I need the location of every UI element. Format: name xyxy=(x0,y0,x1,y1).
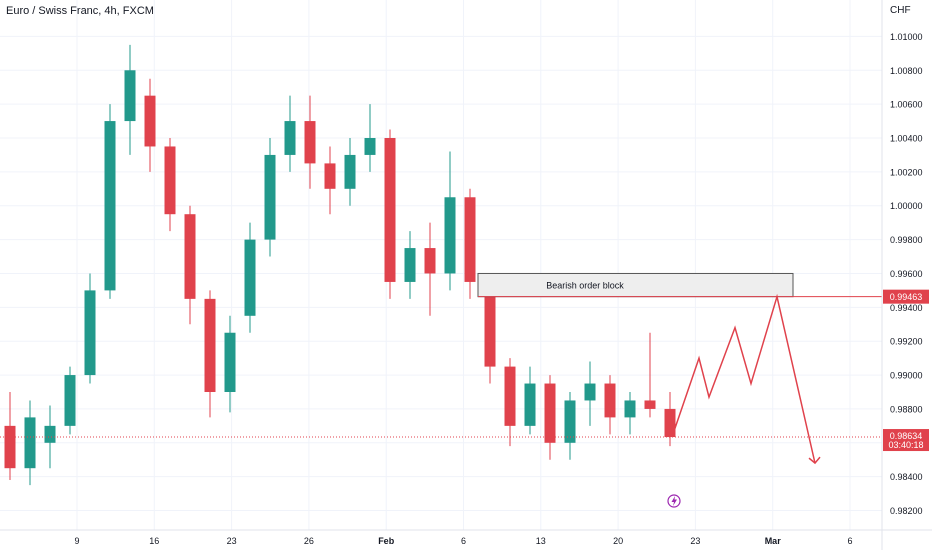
candle-body xyxy=(384,138,396,282)
order-block-box xyxy=(477,272,794,298)
y-tick-label: 0.99400 xyxy=(890,303,923,313)
y-tick-label: 1.00800 xyxy=(890,66,923,76)
x-tick-label: 9 xyxy=(74,536,79,546)
candle-body xyxy=(664,408,676,438)
candle-body xyxy=(564,400,576,443)
y-tick-label: 0.99600 xyxy=(890,269,923,279)
candle-body xyxy=(84,290,96,376)
x-tick-label: Mar xyxy=(765,536,782,546)
projection-arrowhead xyxy=(808,456,821,465)
candle-body xyxy=(264,154,276,240)
currency-label: CHF xyxy=(890,5,911,16)
y-tick-label: 1.01000 xyxy=(890,32,923,42)
x-tick-label: 23 xyxy=(690,536,700,546)
candle-body xyxy=(144,95,156,147)
candle-body xyxy=(404,248,416,282)
candle-body xyxy=(364,138,376,155)
candle-body xyxy=(344,154,356,189)
candle-body xyxy=(624,400,636,418)
x-tick-label: 20 xyxy=(613,536,623,546)
y-tick-label: 0.98800 xyxy=(890,404,923,414)
y-tick-label: 1.00400 xyxy=(890,134,923,144)
candle-body xyxy=(184,214,196,299)
candle-body xyxy=(204,298,216,392)
candle-body xyxy=(524,383,536,426)
x-tick-label: 16 xyxy=(149,536,159,546)
candle-body xyxy=(464,197,476,282)
x-tick-label: 26 xyxy=(304,536,314,546)
candle-body xyxy=(24,417,36,469)
lightning-icon-glyph xyxy=(671,496,677,506)
time-axis[interactable]: 9 16 23 26 Feb 6 13 20 23 Mar 6 xyxy=(74,536,852,546)
candle-body xyxy=(284,121,296,155)
order-block-level-text: 0.99463 xyxy=(890,292,923,302)
candle-body xyxy=(584,383,596,401)
candle-body xyxy=(164,146,176,215)
x-tick-label: 6 xyxy=(847,536,852,546)
order-block-label: Bearish order block xyxy=(546,281,624,291)
current-price-text: 0.98634 xyxy=(890,431,923,441)
x-tick-label: 13 xyxy=(536,536,546,546)
candle-body xyxy=(544,383,556,443)
annotations: Bearish order block xyxy=(0,272,882,508)
x-tick-label: 23 xyxy=(227,536,237,546)
y-tick-label: 1.00000 xyxy=(890,201,923,211)
projection-path xyxy=(671,293,816,464)
x-tick-label: Feb xyxy=(378,536,395,546)
x-tick-label: 6 xyxy=(461,536,466,546)
candle-body xyxy=(424,248,436,274)
y-tick-label: 1.00200 xyxy=(890,167,923,177)
y-tick-label: 0.99200 xyxy=(890,337,923,347)
y-tick-label: 0.99000 xyxy=(890,371,923,381)
y-tick-label: 0.99800 xyxy=(890,235,923,245)
candle-body xyxy=(504,366,516,426)
candle-body xyxy=(4,425,16,469)
candle-body xyxy=(64,375,76,426)
candle-body xyxy=(44,425,56,443)
order-block-level-tag xyxy=(883,289,929,304)
y-tick-label: 0.98400 xyxy=(890,472,923,482)
candle-body xyxy=(244,239,256,316)
candle-body xyxy=(224,332,236,392)
candle-body xyxy=(304,121,316,164)
candle-body xyxy=(124,70,136,122)
candle-body xyxy=(104,121,116,291)
candle-body xyxy=(324,163,336,189)
symbol-title[interactable]: Euro / Swiss Franc, 4h, FXCM xyxy=(6,5,154,17)
candles xyxy=(4,44,676,486)
candle-body xyxy=(644,400,656,409)
candle-body xyxy=(604,383,616,418)
candle-body xyxy=(484,281,496,367)
y-tick-label: 1.00600 xyxy=(890,100,923,110)
candle-body xyxy=(444,197,456,274)
countdown-text: 03:40:18 xyxy=(888,440,923,450)
current-price-tag xyxy=(883,429,929,452)
y-tick-label: 0.98200 xyxy=(890,506,923,516)
